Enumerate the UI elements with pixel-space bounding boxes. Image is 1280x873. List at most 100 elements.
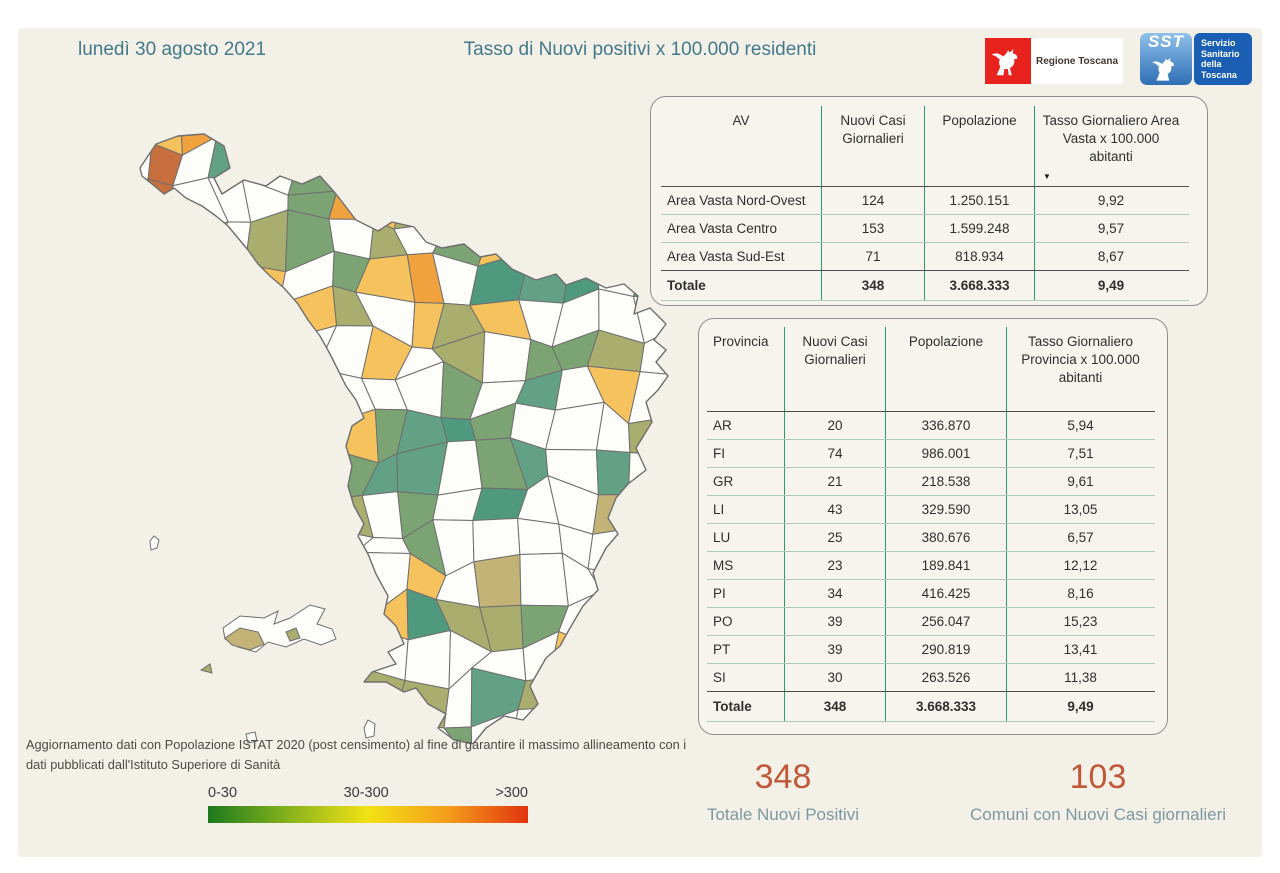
table-total-row[interactable]: Totale 348 3.668.333 9,49	[661, 270, 1189, 301]
table-cell[interactable]: 9,57	[1034, 215, 1187, 242]
table-cell[interactable]: Area Vasta Sud-Est	[667, 249, 785, 264]
table-header-row[interactable]: AV Nuovi Casi Giornalieri Popolazione Tasso…	[661, 106, 1189, 186]
table-cell[interactable]: 6,57	[1006, 524, 1154, 551]
municipality-cell[interactable]	[224, 627, 265, 651]
table-row[interactable]: PT 39 290.819 13,41	[707, 635, 1155, 663]
table-cell[interactable]: 8,67	[1034, 243, 1187, 270]
municipality-cell[interactable]	[285, 627, 301, 642]
table-cell[interactable]: 13,41	[1006, 636, 1154, 663]
table-cell[interactable]: 189.841	[885, 552, 1006, 579]
table-cell[interactable]: 23	[784, 552, 885, 579]
table-cell[interactable]: 43	[784, 496, 885, 523]
table-cell[interactable]: 416.425	[885, 580, 1006, 607]
table-cell[interactable]: 218.538	[885, 468, 1006, 495]
municipality-cell[interactable]	[98, 178, 149, 231]
table-cell[interactable]: AR	[713, 418, 732, 433]
table-cell[interactable]: 1.250.151	[924, 187, 1034, 214]
table-cell[interactable]: 39	[784, 608, 885, 635]
table-cell[interactable]: 21	[784, 468, 885, 495]
table-cell[interactable]: Area Vasta Nord-Ovest	[667, 193, 806, 208]
municipality-cell[interactable]	[473, 553, 522, 608]
table-row[interactable]: GR 21 218.538 9,61	[707, 467, 1155, 495]
municipality-cell[interactable]	[393, 176, 450, 230]
table-cell[interactable]: 348	[821, 271, 924, 300]
table-cell[interactable]: 256.047	[885, 608, 1006, 635]
table-cell[interactable]: SI	[713, 670, 726, 685]
municipality-cell[interactable]	[517, 517, 563, 555]
table-cell[interactable]: 30	[784, 664, 885, 691]
table-row[interactable]: MS 23 189.841 12,12	[707, 551, 1155, 579]
municipality-cell[interactable]	[627, 417, 675, 457]
municipality-cell[interactable]	[549, 630, 606, 679]
minor-island[interactable]	[363, 719, 376, 739]
table-cell[interactable]: 7,51	[1006, 440, 1154, 467]
table-cell[interactable]: LU	[713, 530, 731, 545]
table-header-cell[interactable]: Popolazione	[885, 327, 1006, 411]
table-row[interactable]: Area Vasta Centro 153 1.599.248 9,57	[661, 214, 1189, 242]
table-header-cell[interactable]: Tasso Giornaliero Area Vasta x 100.000 a…	[1034, 106, 1187, 186]
table-cell[interactable]: 1.599.248	[924, 215, 1034, 242]
table-cell[interactable]: LI	[713, 502, 725, 517]
municipality-cell[interactable]	[111, 142, 153, 188]
table-cell[interactable]: 348	[784, 692, 885, 721]
table-cell[interactable]: 153	[821, 215, 924, 242]
municipality-cell[interactable]	[596, 247, 646, 298]
table-cell[interactable]: 39	[784, 636, 885, 663]
table-cell[interactable]: 34	[784, 580, 885, 607]
table-cell[interactable]: Area Vasta Centro	[667, 221, 778, 236]
table-cell[interactable]: PO	[713, 614, 733, 629]
table-header-cell[interactable]: Provincia	[713, 334, 769, 349]
table-cell[interactable]: 9,61	[1006, 468, 1154, 495]
table-cell[interactable]: 71	[821, 243, 924, 270]
kpi-total-new-positives[interactable]: 348 Totale Nuovi Positivi	[658, 758, 908, 825]
table-cell[interactable]: 290.819	[885, 636, 1006, 663]
table-cell[interactable]: MS	[713, 558, 734, 573]
table-row[interactable]: LU 25 380.676 6,57	[707, 523, 1155, 551]
table-row[interactable]: LI 43 329.590 13,05	[707, 495, 1155, 523]
table-cell[interactable]: 329.590	[885, 496, 1006, 523]
municipality-cell[interactable]	[477, 212, 531, 267]
table-cell[interactable]: 8,16	[1006, 580, 1154, 607]
table-cell[interactable]: GR	[713, 474, 734, 489]
table-header-cell[interactable]: Nuovi Casi Giornalieri	[821, 106, 924, 186]
minor-island[interactable]	[245, 731, 258, 744]
municipality-cell[interactable]	[170, 221, 229, 253]
table-header-cell[interactable]: Nuovi Casi Giornalieri	[784, 327, 885, 411]
table-cell[interactable]: 25	[784, 524, 885, 551]
municipality-cell[interactable]	[481, 331, 532, 384]
table-cell[interactable]: 9,92	[1034, 187, 1187, 214]
table-header-cell[interactable]: AV	[732, 113, 750, 128]
municipality-cell[interactable]	[211, 221, 252, 265]
table-header-cell[interactable]: Popolazione	[924, 106, 1034, 186]
table-cell[interactable]: 124	[821, 187, 924, 214]
kpi-municipalities-with-cases[interactable]: 103 Comuni con Nuovi Casi giornalieri	[938, 758, 1258, 825]
table-row[interactable]: FI 74 986.001 7,51	[707, 439, 1155, 467]
table-row[interactable]: SI 30 263.526 11,38	[707, 663, 1155, 691]
table-cell[interactable]: 986.001	[885, 440, 1006, 467]
table-cell[interactable]: 20	[784, 412, 885, 439]
table-cell[interactable]: 336.870	[885, 412, 1006, 439]
table-cell[interactable]: 818.934	[924, 243, 1034, 270]
table-row[interactable]: AR 20 336.870 5,94	[707, 411, 1155, 439]
table-row[interactable]: Area Vasta Sud-Est 71 818.934 8,67	[661, 242, 1189, 270]
municipality-cell[interactable]	[628, 452, 676, 495]
table-cell[interactable]: 9,49	[1006, 692, 1154, 721]
table-cell[interactable]: 15,23	[1006, 608, 1154, 635]
sort-descending-icon[interactable]: ▼	[1043, 172, 1051, 182]
table-header-row[interactable]: Provincia Nuovi Casi Giornalieri Popolazio…	[707, 327, 1155, 411]
table-cell[interactable]: 74	[784, 440, 885, 467]
table-header-cell[interactable]: Tasso Giornaliero Provincia x 100.000 ab…	[1006, 327, 1154, 411]
table-cell[interactable]: 9,49	[1034, 271, 1187, 300]
table-cell[interactable]: 11,38	[1006, 664, 1154, 691]
minor-island[interactable]	[149, 535, 160, 551]
table-cell[interactable]: 3.668.333	[885, 692, 1006, 721]
table-cell[interactable]: FI	[713, 446, 725, 461]
table-cell[interactable]: 3.668.333	[924, 271, 1034, 300]
table-cell[interactable]: 12,12	[1006, 552, 1154, 579]
table-cell[interactable]: PT	[713, 642, 731, 657]
table-row[interactable]: Area Vasta Nord-Ovest 124 1.250.151 9,92	[661, 186, 1189, 214]
table-cell[interactable]: 5,94	[1006, 412, 1154, 439]
table-cell[interactable]: Totale	[713, 699, 752, 714]
minor-island[interactable]	[199, 663, 213, 674]
municipality-cell[interactable]	[404, 629, 452, 690]
